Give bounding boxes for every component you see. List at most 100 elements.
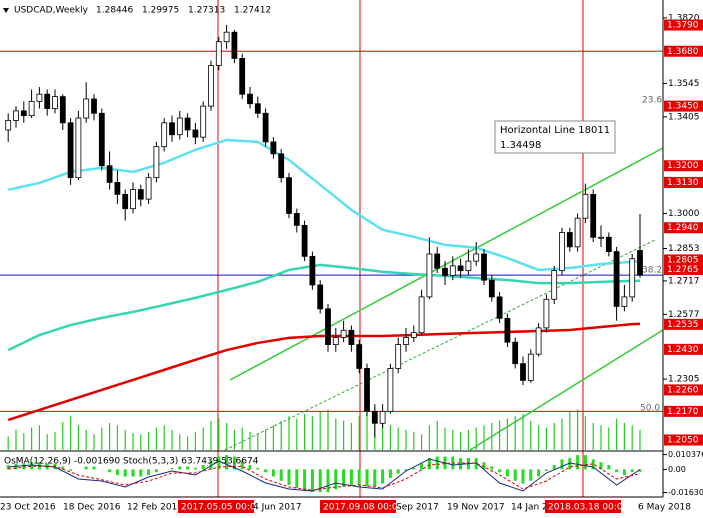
close: 1.27412 xyxy=(234,6,271,16)
time-label: 2017.05.05 00:00 xyxy=(181,503,262,513)
level-box xyxy=(664,45,703,57)
indicator-label: OsMA(12,26,9) -0.001690 Stoch(5,3,3) 63.… xyxy=(4,457,259,467)
candle-body xyxy=(176,117,183,136)
level-label: 1.2940 xyxy=(667,223,699,233)
candle-body xyxy=(122,193,129,210)
candle-body xyxy=(496,296,503,319)
candle-body xyxy=(293,213,300,226)
candle-body xyxy=(504,317,511,343)
candle-body xyxy=(161,122,168,148)
level-box xyxy=(664,19,703,31)
candle-body xyxy=(114,182,121,195)
candle-body xyxy=(98,112,105,167)
candle-body xyxy=(340,329,347,338)
candle-body xyxy=(262,112,269,143)
open: 1.28446 xyxy=(96,6,133,16)
level-label: 1.2765 xyxy=(667,265,699,275)
candle-body xyxy=(629,258,636,298)
stochastic-line xyxy=(8,462,641,491)
candle-body xyxy=(551,270,558,300)
y-tick-label: 1.3545 xyxy=(668,79,700,89)
candle-body xyxy=(426,253,433,298)
level-box xyxy=(664,222,703,234)
candle-body xyxy=(574,217,581,248)
time-label: 4 Jun 2017 xyxy=(253,503,301,513)
candle-body xyxy=(239,58,246,95)
y-tick-label: 1.3405 xyxy=(668,112,700,122)
y-tick-label: 1.3820 xyxy=(668,13,700,23)
level-box xyxy=(664,405,703,417)
high: 1.29975 xyxy=(142,6,179,16)
candle-body xyxy=(473,253,480,262)
candle-body xyxy=(200,105,207,138)
osma-tick-label: -0.016308 xyxy=(668,488,703,497)
candle-body xyxy=(75,117,82,179)
candle-body xyxy=(231,31,238,59)
candle-body xyxy=(59,96,66,124)
candle-body xyxy=(449,265,456,276)
level-label: 1.2535 xyxy=(667,320,699,330)
time-label: Sep 2017 xyxy=(396,503,439,513)
candle-body xyxy=(145,177,152,200)
stochastic-line xyxy=(8,458,641,492)
candle-body xyxy=(481,253,487,281)
level-label: 1.3450 xyxy=(667,102,699,112)
candle-body xyxy=(153,146,160,179)
symbol: USDCAD,Weekly xyxy=(14,6,89,16)
tooltip-title: Horizontal Line 18011 xyxy=(500,125,610,136)
date-box xyxy=(545,500,621,513)
y-tick-label: 1.2305 xyxy=(668,375,700,385)
level-label: 1.2805 xyxy=(667,255,699,265)
candle-body xyxy=(332,337,339,345)
trend-line xyxy=(229,147,664,381)
candle-body xyxy=(598,236,604,239)
candle-body xyxy=(520,363,526,381)
candle-body xyxy=(418,296,425,334)
menu-icon xyxy=(3,8,9,13)
candle-body xyxy=(488,279,495,298)
candle-body xyxy=(270,141,277,155)
candle-body xyxy=(52,96,58,109)
candle-body xyxy=(512,341,519,365)
candle-body xyxy=(91,98,97,114)
candle-body xyxy=(637,250,643,276)
candle-body xyxy=(566,232,573,248)
candle-body xyxy=(286,177,292,214)
candle-body xyxy=(13,110,19,121)
fib-label: 23.6 xyxy=(642,96,662,106)
candle-body xyxy=(137,189,144,200)
candle-body xyxy=(20,110,27,117)
time-label: 18 Dec 2016 xyxy=(63,503,121,513)
candle-body xyxy=(613,251,620,307)
candle-body xyxy=(184,117,191,131)
time-label: 19 Nov 2017 xyxy=(447,503,505,513)
candle-body xyxy=(301,224,308,257)
candle-body xyxy=(395,344,402,369)
tooltip xyxy=(494,120,616,154)
candle-body xyxy=(442,267,448,276)
plot-area xyxy=(0,0,664,497)
y-tick-label: 1.2577 xyxy=(668,310,700,320)
candle-body xyxy=(67,122,74,179)
candle-body xyxy=(559,232,565,272)
candle-body xyxy=(5,120,12,131)
candle-body xyxy=(348,329,355,345)
candle-body xyxy=(582,193,589,219)
candle-body xyxy=(364,368,370,412)
time-label: 12 Feb 2017 xyxy=(127,503,183,513)
level-label: 1.3200 xyxy=(667,161,699,171)
level-box xyxy=(664,100,703,112)
time-label: 2018.03.18 00:00 xyxy=(548,503,629,513)
level-box xyxy=(664,176,703,188)
candle-body xyxy=(215,41,222,66)
candle-body xyxy=(535,327,542,355)
candle-body xyxy=(130,189,136,210)
candle-body xyxy=(28,100,35,117)
candle-body xyxy=(621,296,628,307)
candle-body xyxy=(465,260,472,272)
candle-body xyxy=(106,165,113,183)
candle-body xyxy=(247,93,253,105)
time-label: 6 May 2018 xyxy=(638,503,691,513)
level-box xyxy=(664,263,703,275)
low: 1.27313 xyxy=(188,6,225,16)
